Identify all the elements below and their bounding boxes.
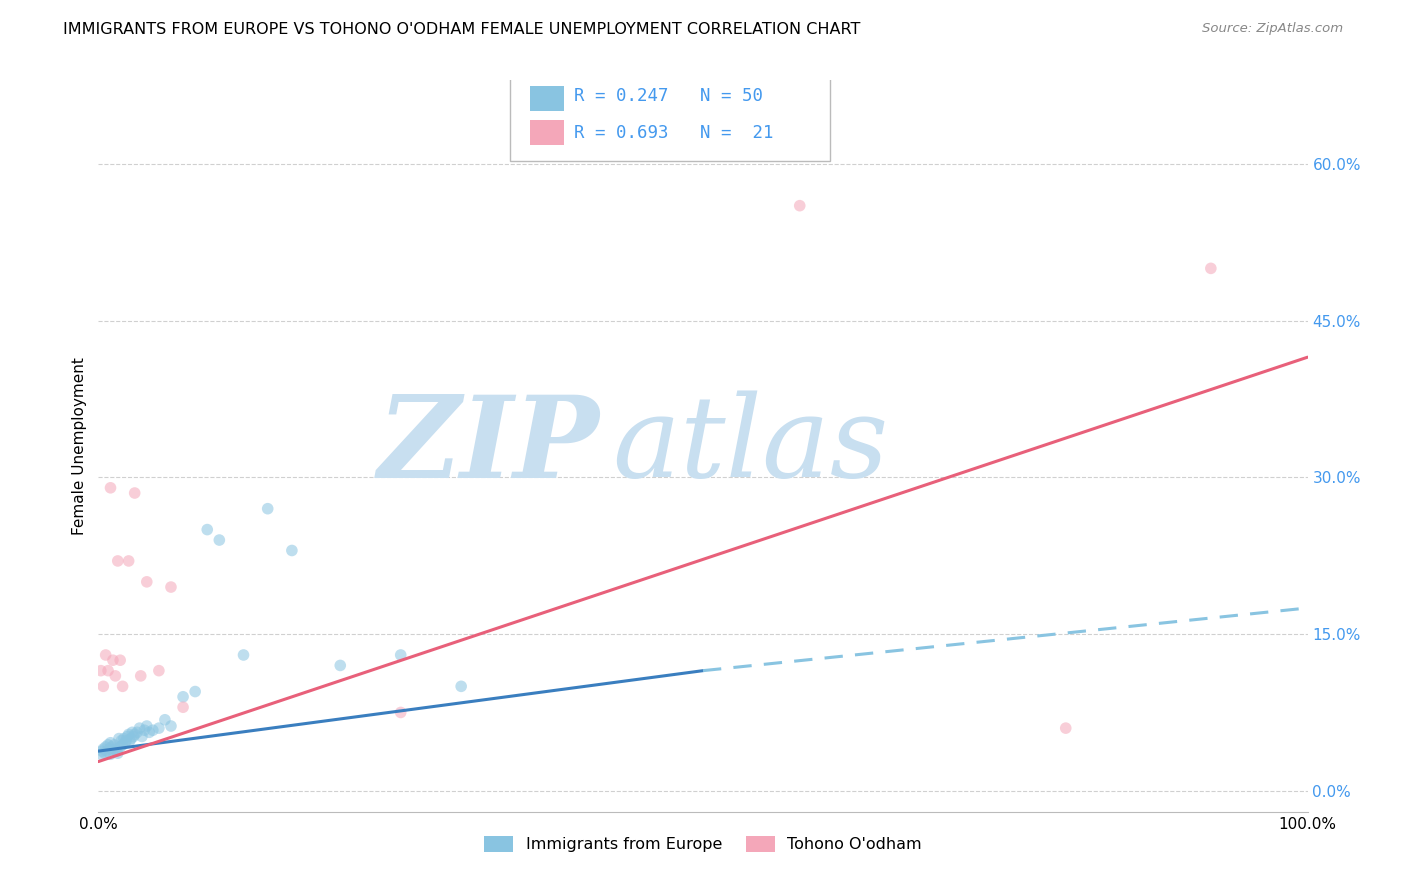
Point [329,658,352,673]
Point [135,719,157,733]
Point [148,664,170,678]
Point [120,731,142,746]
Point [124,486,146,500]
Point [97,738,120,752]
Point [101,653,124,667]
Point [138,725,160,739]
Point [107,746,129,760]
Point [153,713,176,727]
Point [256,501,278,516]
FancyBboxPatch shape [530,87,564,111]
Point [118,733,141,747]
Legend: Immigrants from Europe, Tohono O'odham: Immigrants from Europe, Tohono O'odham [478,830,928,859]
Point [131,730,153,744]
Text: Source: ZipAtlas.com: Source: ZipAtlas.com [1202,22,1343,36]
Point [100,736,122,750]
Point [96,744,118,758]
Point [124,727,146,741]
Point [94,739,117,754]
FancyBboxPatch shape [509,70,830,161]
Point [134,723,156,738]
Point [108,731,131,746]
Point [105,744,128,758]
Point [172,690,194,704]
Point [115,733,138,747]
Point [281,543,304,558]
Point [103,738,125,752]
Point [184,684,207,698]
Text: R = 0.247   N = 50: R = 0.247 N = 50 [574,87,762,105]
Point [114,736,136,750]
Point [122,730,145,744]
Point [118,727,141,741]
Point [195,523,218,537]
Point [142,723,165,738]
Point [160,719,183,733]
Point [111,738,134,752]
FancyBboxPatch shape [530,120,564,145]
Point [107,554,129,568]
Point [118,554,141,568]
Point [91,744,114,758]
Point [172,700,194,714]
Point [110,733,132,747]
Point [108,739,131,754]
Point [117,730,139,744]
Y-axis label: Female Unemployment: Female Unemployment [72,357,87,535]
Point [148,721,170,735]
Point [104,742,127,756]
Text: IMMIGRANTS FROM EUROPE VS TOHONO O'ODHAM FEMALE UNEMPLOYMENT CORRELATION CHART: IMMIGRANTS FROM EUROPE VS TOHONO O'ODHAM… [63,22,860,37]
Point [100,747,122,762]
Point [111,679,134,693]
Point [94,648,117,662]
Point [97,664,120,678]
Text: atlas: atlas [613,391,889,501]
Text: ZIP: ZIP [378,391,600,501]
Point [100,739,122,754]
Point [232,648,254,662]
Point [91,679,114,693]
Point [121,725,143,739]
Point [208,533,231,547]
Point [160,580,183,594]
Point [90,664,112,678]
Point [98,742,121,756]
Point [128,721,150,735]
Point [389,706,412,720]
Point [127,725,149,739]
Point [789,199,811,213]
Point [93,746,115,760]
Point [100,481,122,495]
Point [104,669,127,683]
Point [108,653,131,667]
Point [450,679,472,693]
Point [101,744,124,758]
Point [1199,261,1222,276]
Point [112,731,135,746]
Point [90,747,112,762]
Point [389,648,412,662]
Point [1054,721,1077,735]
Point [129,669,152,683]
Text: R = 0.693   N =  21: R = 0.693 N = 21 [574,124,773,142]
Point [91,742,114,756]
Point [135,574,157,589]
